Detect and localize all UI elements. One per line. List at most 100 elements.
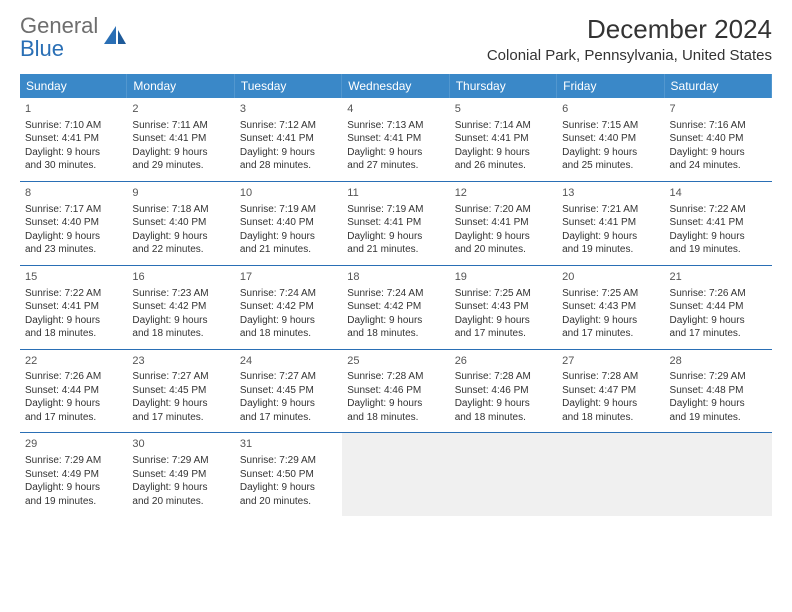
sunrise-line: Sunrise: 7:27 AM <box>132 370 229 384</box>
date-number: 9 <box>132 186 229 201</box>
d2-line: and 18 minutes. <box>240 327 337 341</box>
week-row: 22Sunrise: 7:26 AMSunset: 4:44 PMDayligh… <box>20 349 772 433</box>
sunset-line: Sunset: 4:45 PM <box>240 384 337 398</box>
day-cell: 19Sunrise: 7:25 AMSunset: 4:43 PMDayligh… <box>450 266 557 349</box>
d1-line: Daylight: 9 hours <box>455 314 552 328</box>
day-cell: 7Sunrise: 7:16 AMSunset: 4:40 PMDaylight… <box>665 98 772 181</box>
sunrise-line: Sunrise: 7:22 AM <box>670 203 767 217</box>
d2-line: and 17 minutes. <box>562 327 659 341</box>
date-number: 27 <box>562 354 659 369</box>
d1-line: Daylight: 9 hours <box>25 397 122 411</box>
day-cell: 26Sunrise: 7:28 AMSunset: 4:46 PMDayligh… <box>450 350 557 433</box>
day-cell: 15Sunrise: 7:22 AMSunset: 4:41 PMDayligh… <box>20 266 127 349</box>
day-header-cell: Monday <box>127 74 234 98</box>
sunrise-line: Sunrise: 7:20 AM <box>455 203 552 217</box>
d1-line: Daylight: 9 hours <box>455 230 552 244</box>
d2-line: and 29 minutes. <box>132 159 229 173</box>
d1-line: Daylight: 9 hours <box>455 397 552 411</box>
day-cell: 14Sunrise: 7:22 AMSunset: 4:41 PMDayligh… <box>665 182 772 265</box>
day-header-cell: Sunday <box>20 74 127 98</box>
month-title: December 2024 <box>487 14 772 45</box>
d1-line: Daylight: 9 hours <box>347 314 444 328</box>
sunset-line: Sunset: 4:40 PM <box>562 132 659 146</box>
sunrise-line: Sunrise: 7:28 AM <box>455 370 552 384</box>
d2-line: and 20 minutes. <box>132 495 229 509</box>
d1-line: Daylight: 9 hours <box>347 146 444 160</box>
sunrise-line: Sunrise: 7:29 AM <box>132 454 229 468</box>
logo-line2: Blue <box>20 36 64 61</box>
week-row: 1Sunrise: 7:10 AMSunset: 4:41 PMDaylight… <box>20 98 772 181</box>
d2-line: and 19 minutes. <box>670 243 767 257</box>
sunset-line: Sunset: 4:40 PM <box>670 132 767 146</box>
day-cell: 24Sunrise: 7:27 AMSunset: 4:45 PMDayligh… <box>235 350 342 433</box>
d1-line: Daylight: 9 hours <box>240 397 337 411</box>
sunrise-line: Sunrise: 7:21 AM <box>562 203 659 217</box>
day-cell: 22Sunrise: 7:26 AMSunset: 4:44 PMDayligh… <box>20 350 127 433</box>
d2-line: and 18 minutes. <box>347 411 444 425</box>
d2-line: and 30 minutes. <box>25 159 122 173</box>
sunrise-line: Sunrise: 7:27 AM <box>240 370 337 384</box>
day-cell: 1Sunrise: 7:10 AMSunset: 4:41 PMDaylight… <box>20 98 127 181</box>
d1-line: Daylight: 9 hours <box>562 230 659 244</box>
date-number: 6 <box>562 102 659 117</box>
location: Colonial Park, Pennsylvania, United Stat… <box>487 47 772 64</box>
date-number: 23 <box>132 354 229 369</box>
sunset-line: Sunset: 4:40 PM <box>240 216 337 230</box>
sunset-line: Sunset: 4:41 PM <box>25 300 122 314</box>
d2-line: and 18 minutes. <box>25 327 122 341</box>
day-header-cell: Tuesday <box>235 74 342 98</box>
d2-line: and 20 minutes. <box>240 495 337 509</box>
d2-line: and 19 minutes. <box>25 495 122 509</box>
sunset-line: Sunset: 4:41 PM <box>347 132 444 146</box>
sunset-line: Sunset: 4:49 PM <box>132 468 229 482</box>
day-cell: 8Sunrise: 7:17 AMSunset: 4:40 PMDaylight… <box>20 182 127 265</box>
date-number: 8 <box>25 186 122 201</box>
day-header-cell: Thursday <box>450 74 557 98</box>
day-cell: 25Sunrise: 7:28 AMSunset: 4:46 PMDayligh… <box>342 350 449 433</box>
d2-line: and 18 minutes. <box>347 327 444 341</box>
day-cell: 28Sunrise: 7:29 AMSunset: 4:48 PMDayligh… <box>665 350 772 433</box>
sunrise-line: Sunrise: 7:19 AM <box>347 203 444 217</box>
d2-line: and 20 minutes. <box>455 243 552 257</box>
empty-cell <box>665 433 772 516</box>
d1-line: Daylight: 9 hours <box>25 481 122 495</box>
d1-line: Daylight: 9 hours <box>132 397 229 411</box>
d1-line: Daylight: 9 hours <box>670 314 767 328</box>
d1-line: Daylight: 9 hours <box>455 146 552 160</box>
day-header-cell: Saturday <box>665 74 772 98</box>
date-number: 10 <box>240 186 337 201</box>
d1-line: Daylight: 9 hours <box>347 397 444 411</box>
date-number: 7 <box>670 102 767 117</box>
logo-text: General Blue <box>20 14 98 60</box>
week-row: 8Sunrise: 7:17 AMSunset: 4:40 PMDaylight… <box>20 181 772 265</box>
sunset-line: Sunset: 4:41 PM <box>455 132 552 146</box>
d2-line: and 21 minutes. <box>240 243 337 257</box>
d1-line: Daylight: 9 hours <box>670 230 767 244</box>
d1-line: Daylight: 9 hours <box>240 230 337 244</box>
d2-line: and 18 minutes. <box>132 327 229 341</box>
date-number: 24 <box>240 354 337 369</box>
sunset-line: Sunset: 4:42 PM <box>240 300 337 314</box>
day-header-cell: Wednesday <box>342 74 449 98</box>
sunrise-line: Sunrise: 7:29 AM <box>240 454 337 468</box>
date-number: 2 <box>132 102 229 117</box>
date-number: 13 <box>562 186 659 201</box>
d2-line: and 24 minutes. <box>670 159 767 173</box>
sunrise-line: Sunrise: 7:14 AM <box>455 119 552 133</box>
day-cell: 5Sunrise: 7:14 AMSunset: 4:41 PMDaylight… <box>450 98 557 181</box>
day-cell: 18Sunrise: 7:24 AMSunset: 4:42 PMDayligh… <box>342 266 449 349</box>
d2-line: and 26 minutes. <box>455 159 552 173</box>
d1-line: Daylight: 9 hours <box>670 146 767 160</box>
d2-line: and 28 minutes. <box>240 159 337 173</box>
date-number: 31 <box>240 437 337 452</box>
sunset-line: Sunset: 4:50 PM <box>240 468 337 482</box>
sunrise-line: Sunrise: 7:24 AM <box>240 287 337 301</box>
sunset-line: Sunset: 4:45 PM <box>132 384 229 398</box>
sunset-line: Sunset: 4:41 PM <box>347 216 444 230</box>
date-number: 20 <box>562 270 659 285</box>
sunset-line: Sunset: 4:47 PM <box>562 384 659 398</box>
sunrise-line: Sunrise: 7:25 AM <box>455 287 552 301</box>
sunset-line: Sunset: 4:44 PM <box>670 300 767 314</box>
d2-line: and 17 minutes. <box>670 327 767 341</box>
sunrise-line: Sunrise: 7:10 AM <box>25 119 122 133</box>
